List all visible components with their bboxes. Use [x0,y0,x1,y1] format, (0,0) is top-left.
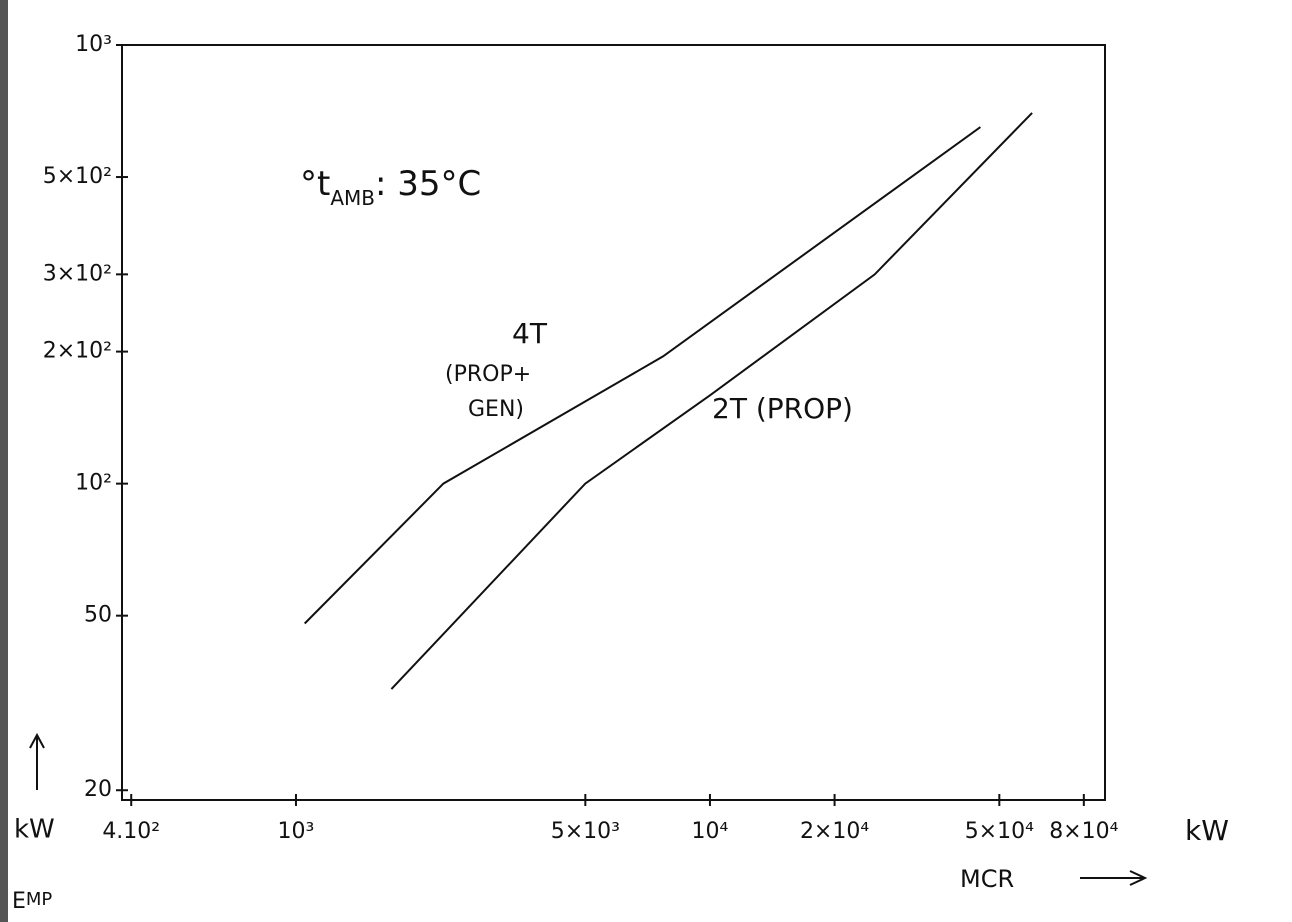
series-label: 2T (PROP) [712,392,853,425]
annotation-post: : 35°C [375,164,481,204]
y-tick-label: 3×10² [43,261,112,286]
x-tick-label: 5×10⁴ [965,819,1034,844]
x-tick-label: 10³ [278,819,315,844]
series-line [390,112,1033,690]
series-line [303,126,981,625]
series-note: GEN) [468,397,524,422]
x-unit: kW [1185,814,1229,847]
y-tick-label: 20 [84,777,112,802]
annotation-sub: AMB [330,186,375,210]
y-tick-label: 5×10² [43,164,112,189]
annotation-pre: °t [300,164,330,204]
y-label-sub: MP [26,889,53,910]
y-tick-label: 10³ [75,32,112,57]
y-label-main: E [12,889,26,914]
y-tick-label: 50 [84,603,112,628]
x-tick-label: 10⁴ [692,819,729,844]
x-tick-label: 4.10² [102,819,160,844]
y-axis-label: EMP [12,889,52,914]
y-tick-label: 10² [75,471,112,496]
annotation: °tAMB: 35°C [300,164,481,210]
y-arrow [29,732,45,790]
y-tick-label: 2×10² [43,339,112,364]
series-note: (PROP+ [445,362,531,387]
x-tick-label: 2×10⁴ [800,819,869,844]
scan-edge [0,0,8,922]
series-label: 4T [512,317,548,350]
x-arrow [1080,870,1148,886]
x-axis-label: MCR [960,865,1014,893]
x-tick-label: 5×10³ [551,819,620,844]
plot-frame [121,44,1106,801]
x-tick-label: 8×10⁴ [1049,819,1118,844]
y-unit: kW [14,815,55,845]
